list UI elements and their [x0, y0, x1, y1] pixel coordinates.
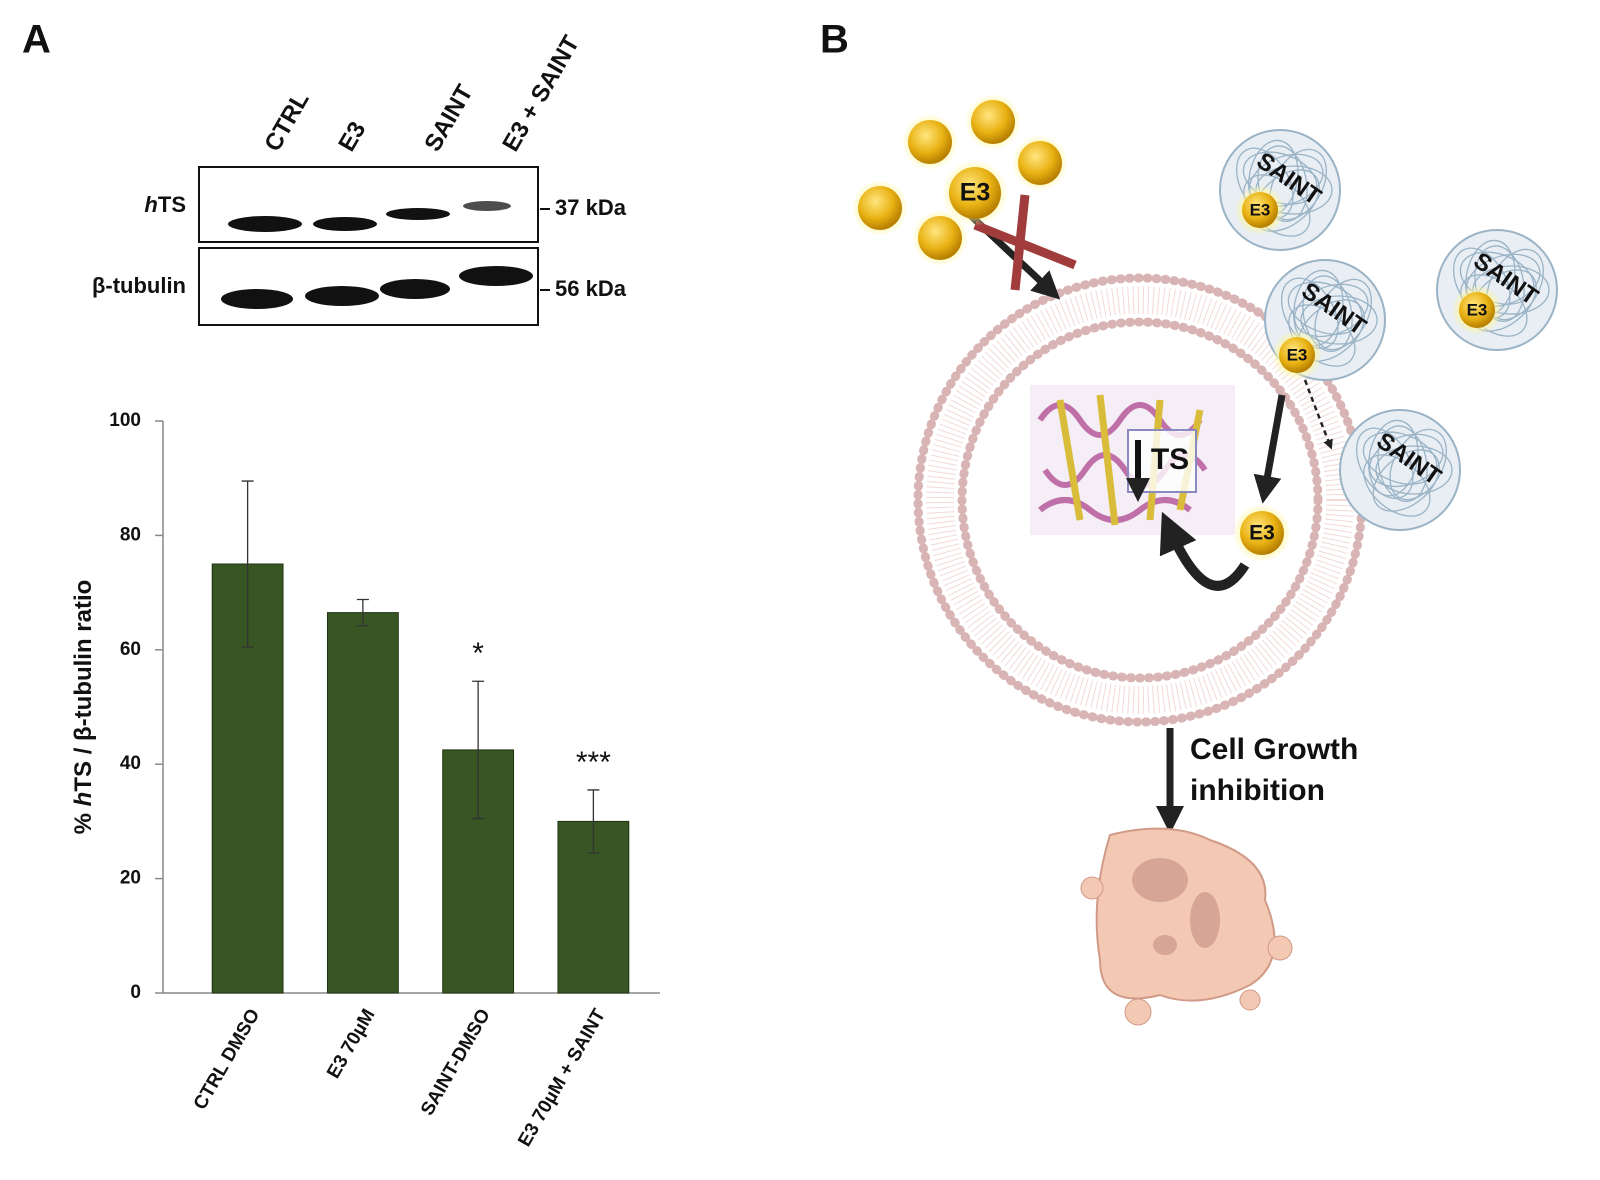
bar	[326, 612, 399, 994]
y-tick-label: 20	[120, 868, 141, 889]
text-part: h	[144, 192, 157, 217]
lipid-strand	[1300, 295, 1378, 345]
lipid-strand	[1302, 275, 1353, 352]
error-bar	[587, 789, 600, 854]
error-bar	[356, 598, 369, 627]
liposome: SAINT	[1436, 229, 1558, 351]
target-label: TS	[1151, 443, 1189, 476]
lipid-strand	[1368, 433, 1444, 488]
drug-label: E3	[960, 179, 991, 207]
outcome-label: Cell Growth	[1190, 733, 1358, 766]
drug-particle	[949, 167, 1001, 219]
y-axis-label: % hTS / β-tubulin ratio	[70, 580, 97, 835]
liposome: SAINT	[1339, 409, 1461, 531]
bands	[221, 201, 533, 309]
x-tick-label: SAINT-DMSO	[417, 1006, 495, 1120]
free-drug-particles	[852, 94, 1068, 266]
lipid-strand	[1362, 431, 1438, 485]
drug-particle	[1242, 192, 1278, 228]
lipid-strand	[1280, 277, 1339, 349]
error-bar	[472, 680, 485, 820]
significance-label: ***	[576, 746, 611, 779]
text-part: β-tubulin	[92, 273, 186, 298]
lane-label: SAINT	[419, 80, 479, 156]
drug-label: E3	[1287, 345, 1308, 364]
y-tick-label: 60	[120, 639, 141, 660]
lane-label: CTRL	[259, 87, 314, 156]
lipid-strand	[1375, 445, 1453, 495]
row-label: hTS	[144, 192, 186, 217]
size-marker: 37 kDa	[555, 195, 627, 220]
lipid-strand	[1287, 281, 1363, 335]
cell	[1080, 827, 1293, 1026]
size-marker: 56 kDa	[555, 276, 627, 301]
blot-frame	[198, 247, 539, 326]
drug-particle	[1279, 337, 1315, 373]
outcome-label: inhibition	[1190, 774, 1325, 807]
text-part: h	[70, 792, 97, 807]
lane-label: E3 + SAINT	[497, 31, 585, 156]
drug-label: E3	[1250, 200, 1271, 219]
panel-label: A	[22, 18, 51, 62]
x-tick-label: CTRL DMSO	[190, 1006, 264, 1114]
panel-label: B	[820, 18, 849, 62]
text-part: TS / β-tubulin ratio	[70, 580, 97, 792]
text-part: TS	[158, 192, 186, 217]
lipid-strand	[1372, 449, 1440, 512]
y-tick-label: 100	[109, 410, 141, 431]
row-label: β-tubulin	[92, 273, 186, 298]
drug-label: E3	[1249, 522, 1275, 545]
x-tick-label: E3 70µM + SAINT	[514, 1005, 610, 1150]
lipid-strand	[1355, 427, 1414, 499]
error-bar	[241, 480, 254, 648]
lipid-strand	[1368, 419, 1419, 497]
liposome: SAINT	[1219, 129, 1341, 251]
arrows	[967, 194, 1333, 834]
significance-label: *	[472, 637, 484, 670]
y-tick-label: 40	[120, 753, 141, 774]
drug-label: E3	[1467, 300, 1488, 319]
y-tick-label: 80	[120, 524, 141, 545]
x-tick-label: E3 70µM	[323, 1006, 379, 1083]
lipid-strand	[1377, 425, 1428, 502]
lipid-strand	[1293, 283, 1369, 338]
text-part: %	[70, 806, 97, 834]
y-tick-label: 0	[130, 982, 141, 1003]
lane-label: E3	[333, 117, 371, 156]
drug-particle	[1240, 511, 1284, 555]
drug-particle	[1459, 292, 1495, 328]
protein	[1030, 385, 1235, 535]
